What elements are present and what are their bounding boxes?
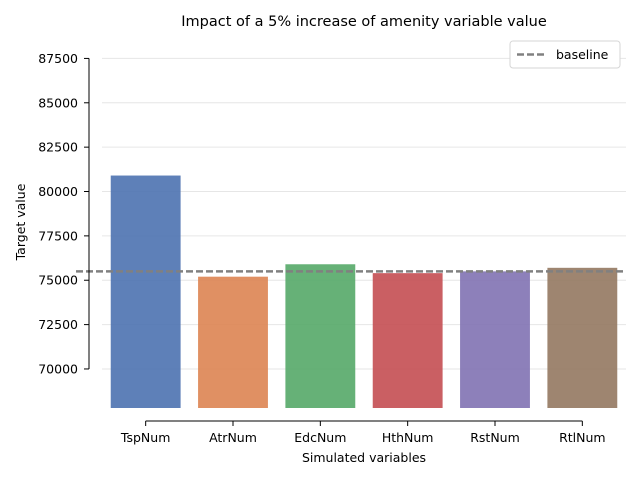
y-axis-label: Target value bbox=[13, 183, 28, 261]
y-tick-label-87500: 87500 bbox=[38, 51, 78, 66]
y-tick-label-75000: 75000 bbox=[38, 273, 78, 288]
chart-title: Impact of a 5% increase of amenity varia… bbox=[181, 14, 547, 30]
y-tick-label-70000: 70000 bbox=[38, 361, 78, 376]
y-tick-label-72500: 72500 bbox=[38, 317, 78, 332]
x-axis-label: Simulated variables bbox=[302, 450, 426, 465]
bar-RtlNum bbox=[547, 267, 618, 408]
legend: baseline bbox=[509, 40, 621, 69]
x-axis: TspNum AtrNum EdcNum HthNum RstNum RtlNum bbox=[120, 420, 606, 445]
x-tick-label-RtlNum: RtlNum bbox=[559, 430, 606, 445]
bars bbox=[110, 175, 618, 408]
bar-RstNum bbox=[460, 271, 530, 408]
bar-EdcNum bbox=[285, 264, 356, 408]
legend-entry-baseline: baseline bbox=[556, 47, 609, 62]
y-tick-label-80000: 80000 bbox=[38, 184, 78, 199]
gridlines bbox=[102, 57, 626, 370]
bar-AtrNum bbox=[198, 276, 268, 408]
legend-box bbox=[509, 40, 621, 69]
x-tick-label-EdcNum: EdcNum bbox=[294, 430, 346, 445]
y-axis: 70000 72500 75000 77500 80000 82500 85000 87500 bbox=[38, 51, 90, 376]
y-tick-label-77500: 77500 bbox=[38, 228, 78, 243]
bar-HthNum bbox=[372, 273, 443, 408]
x-tick-label-TspNum: TspNum bbox=[120, 430, 170, 445]
x-tick-label-AtrNum: AtrNum bbox=[209, 430, 257, 445]
bar-TspNum bbox=[110, 175, 181, 408]
y-tick-label-85000: 85000 bbox=[38, 95, 78, 110]
x-tick-label-RstNum: RstNum bbox=[470, 430, 520, 445]
y-tick-label-82500: 82500 bbox=[38, 140, 78, 155]
x-tick-label-HthNum: HthNum bbox=[382, 430, 434, 445]
